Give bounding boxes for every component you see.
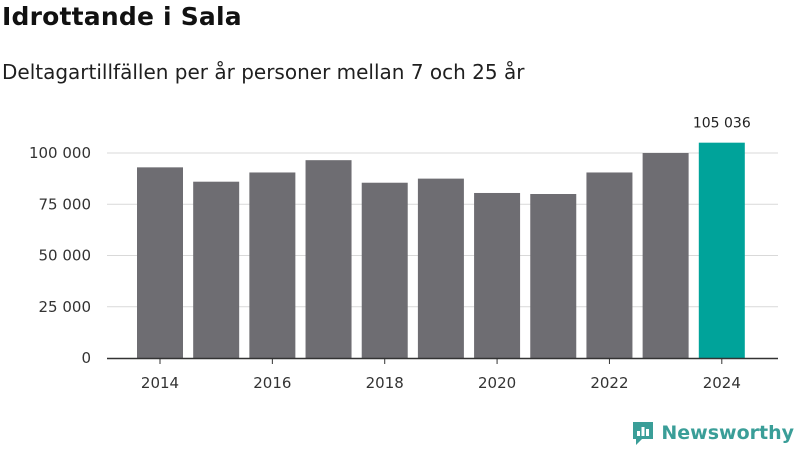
bar	[698, 142, 745, 358]
y-tick-label: 50 000	[39, 247, 92, 265]
x-tick-label: 2020	[478, 374, 516, 392]
y-tick-label: 0	[81, 349, 91, 367]
chart-title: Idrottande i Sala	[2, 2, 242, 31]
brand-name: Newsworthy	[661, 422, 794, 444]
brand-logo: Newsworthy	[631, 418, 794, 448]
bar	[361, 182, 408, 358]
bar	[137, 167, 183, 358]
data-label: 105 036	[693, 116, 751, 132]
bar	[642, 153, 689, 358]
newsworthy-logo-icon	[633, 422, 654, 445]
bar	[474, 192, 521, 358]
bar	[249, 172, 296, 358]
x-tick-label: 2022	[590, 374, 628, 392]
x-tick-label: 2014	[141, 374, 179, 392]
bar	[417, 178, 464, 358]
bar	[305, 160, 352, 358]
y-tick-label: 25 000	[39, 298, 92, 316]
y-tick-label: 75 000	[39, 195, 92, 213]
bar	[530, 194, 577, 358]
x-tick-label: 2016	[253, 374, 291, 392]
x-tick-label: 2024	[703, 374, 741, 392]
x-tick-label: 2018	[366, 374, 404, 392]
y-tick-label: 100 000	[29, 144, 91, 162]
bar	[193, 181, 240, 358]
bar	[586, 172, 633, 358]
chart-subtitle: Deltagartillfällen per år personer mella…	[2, 60, 525, 84]
